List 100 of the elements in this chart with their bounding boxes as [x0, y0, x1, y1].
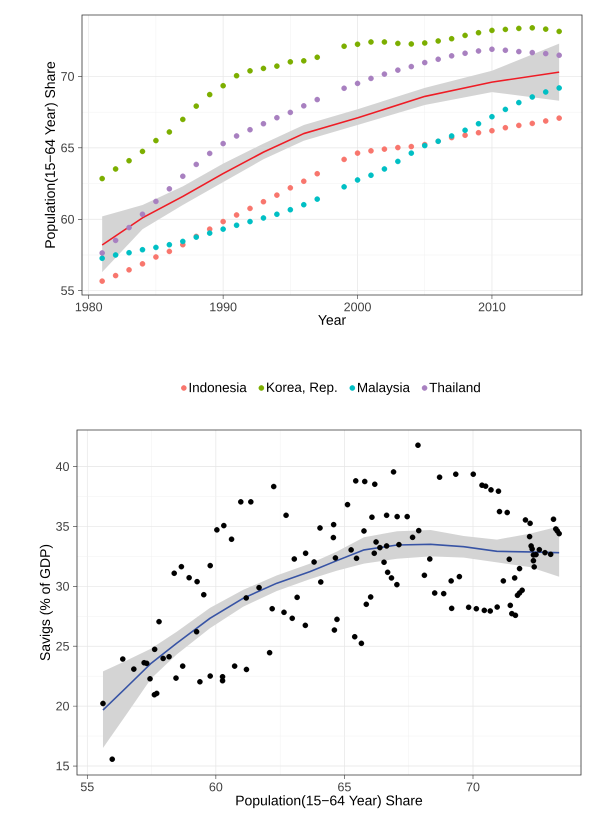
point [368, 148, 374, 154]
point [314, 54, 320, 60]
point [166, 186, 172, 192]
point [556, 85, 562, 91]
point [476, 130, 482, 136]
point [260, 198, 266, 205]
point [395, 144, 401, 150]
point [220, 218, 226, 224]
point [368, 76, 374, 82]
point [153, 254, 159, 260]
point [354, 41, 360, 48]
point [193, 103, 200, 109]
point [166, 248, 172, 254]
point [542, 26, 549, 32]
point [502, 26, 508, 32]
point [99, 278, 105, 284]
point [288, 185, 294, 191]
point [234, 222, 240, 228]
point [180, 173, 186, 180]
point [206, 150, 212, 156]
point [341, 43, 347, 50]
x-tick-label: 55 [80, 782, 94, 792]
point [354, 150, 360, 156]
point [274, 211, 280, 218]
point [556, 28, 562, 34]
point [462, 50, 468, 56]
point [220, 82, 226, 89]
point [516, 26, 522, 32]
legend-label: Malaysia [358, 382, 410, 395]
point [180, 238, 186, 244]
legend-label: Thailand [429, 382, 480, 392]
point [247, 68, 253, 74]
point [140, 261, 146, 267]
point [274, 63, 280, 69]
point [220, 226, 226, 232]
point [516, 48, 522, 54]
point [247, 206, 253, 212]
point [341, 184, 347, 190]
y-tick-label: 60 [61, 214, 74, 224]
point [542, 118, 549, 124]
point [206, 92, 212, 98]
point [126, 250, 132, 256]
point [260, 120, 266, 127]
point [422, 60, 428, 66]
point [448, 36, 454, 42]
point [556, 115, 562, 121]
point [542, 50, 549, 56]
y-axis-title: Savigs (% of GDP) [40, 544, 53, 660]
point [99, 250, 105, 256]
point [529, 94, 536, 100]
point [140, 246, 146, 253]
point [422, 40, 428, 46]
point [314, 96, 320, 102]
point [556, 52, 562, 58]
point [529, 25, 536, 31]
point [435, 56, 441, 62]
point [99, 176, 105, 182]
legend-label: Indonesia [190, 382, 247, 392]
line-series [101, 71, 560, 246]
point [395, 67, 401, 73]
point [140, 211, 146, 218]
point [408, 64, 414, 70]
point [476, 120, 482, 127]
point [354, 177, 360, 183]
point [542, 89, 549, 95]
point [112, 166, 118, 172]
point [193, 162, 200, 168]
x-tick-label: 1990 [210, 302, 236, 312]
y-tick-label: 15 [56, 762, 69, 770]
point [247, 126, 253, 133]
point [166, 129, 172, 135]
point [153, 138, 159, 144]
point [314, 170, 320, 177]
point [516, 122, 522, 128]
point [288, 206, 294, 213]
point [300, 58, 307, 64]
point [489, 46, 495, 52]
point [288, 59, 294, 65]
point [140, 148, 146, 154]
y-tick-label: 40 [56, 462, 69, 471]
x-axis-title: Year [318, 315, 346, 325]
point [489, 114, 495, 120]
point [300, 103, 307, 109]
y-tick-label: 30 [56, 582, 69, 591]
point [462, 132, 468, 138]
point [489, 28, 495, 34]
y-tick-label: 20 [56, 702, 69, 711]
point [234, 72, 240, 79]
point [341, 85, 347, 92]
x-tick-label: 70 [466, 782, 480, 792]
point [502, 124, 508, 131]
point [260, 215, 266, 221]
point [408, 41, 414, 47]
y-tick-label: 70 [61, 72, 74, 81]
point [435, 38, 441, 44]
point [462, 32, 468, 38]
point [408, 144, 414, 150]
point [395, 40, 401, 46]
point [314, 196, 320, 202]
point [516, 100, 522, 106]
